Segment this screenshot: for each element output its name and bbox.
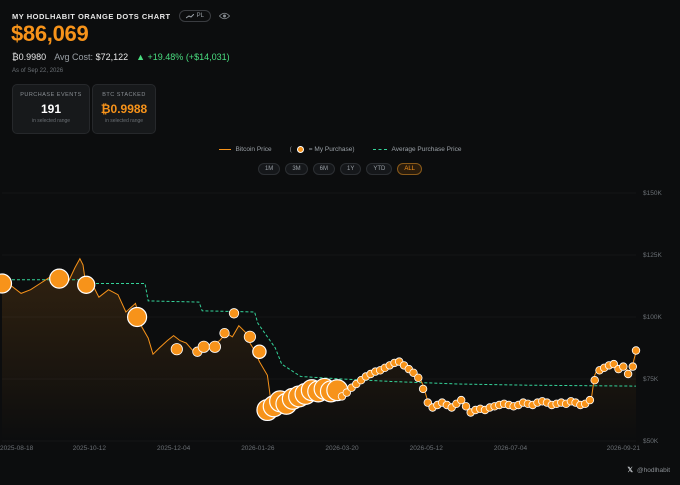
purchase-dot[interactable] (628, 362, 637, 371)
chart-header: MY HODLHABIT ORANGE DOTS CHART PL (12, 10, 230, 22)
purchase-dot[interactable] (631, 346, 641, 355)
x-logo-icon: 𝕏 (627, 467, 634, 474)
purchase-dot[interactable] (243, 330, 256, 343)
legend-my-purchase[interactable]: ( = My Purchase) (290, 146, 355, 153)
as-of-date: As of Sep 22, 2026 (12, 68, 64, 74)
avg-cost-label: Avg Cost: (54, 52, 94, 62)
purchase-dot[interactable] (461, 402, 471, 411)
legend-label: Average Purchase Price (391, 146, 462, 153)
purchase-dot[interactable] (197, 340, 210, 353)
x-tick-label: 2026-07-04 (494, 445, 528, 452)
purchase-dot[interactable] (457, 395, 466, 405)
card-value: ₿0.9988 (100, 102, 148, 116)
purchase-dot[interactable] (590, 376, 599, 385)
y-tick-label: $100K (643, 314, 662, 321)
holding-stats: ₿0.9980 Avg Cost: $72,122 ▲ +19.48% (+$1… (12, 52, 230, 62)
legend-dot-swatch (296, 146, 304, 153)
card-label: PURCHASE EVENTS (20, 92, 82, 98)
x-tick-label: 2026-01-26 (241, 445, 275, 452)
range-ytd-button[interactable]: YTD (366, 163, 393, 175)
x-tick-label: 2025-10-12 (73, 445, 107, 452)
eye-icon[interactable] (218, 12, 230, 20)
legend-paren: ( (289, 146, 292, 153)
purchase-dot[interactable] (0, 273, 13, 294)
legend-bitcoin-price[interactable]: Bitcoin Price (218, 146, 272, 153)
legend-label: Bitcoin Price (235, 146, 272, 153)
y-tick-label: $50K (643, 438, 659, 445)
x-tick-label: 2026-09-21 (607, 445, 641, 452)
price-area (2, 258, 636, 441)
purchase-dot[interactable] (127, 306, 148, 328)
purchase-dot[interactable] (409, 368, 418, 377)
pl-label: PL (196, 13, 204, 19)
profit-change: ▲ +19.48% (+$14,031) (136, 52, 230, 62)
y-tick-label: $75K (643, 376, 659, 383)
purchase-dot[interactable] (252, 344, 267, 359)
purchase-events-card: PURCHASE EVENTS 191 in selected range (12, 84, 90, 134)
purchase-dot[interactable] (49, 268, 70, 289)
avg-cost-value: $72,122 (95, 52, 129, 62)
chart-title: MY HODLHABIT ORANGE DOTS CHART (12, 11, 171, 21)
purchase-dot[interactable] (219, 327, 230, 339)
purchase-dot[interactable] (208, 340, 221, 353)
purchase-dot[interactable] (77, 275, 96, 294)
chart-legend: Bitcoin Price ( = My Purchase) Average P… (0, 146, 680, 153)
purchase-dot[interactable] (619, 362, 628, 371)
legend-average-price[interactable]: Average Purchase Price (372, 146, 462, 153)
legend-label: = My Purchase) (308, 146, 355, 153)
credit: 𝕏 @hodlhabit (627, 466, 670, 475)
y-tick-label: $150K (643, 190, 662, 197)
btc-amount: ₿0.9980 (12, 52, 47, 62)
legend-line-swatch (218, 149, 231, 150)
current-value: $86,069 (11, 21, 89, 46)
x-tick-label: 2026-05-12 (410, 445, 444, 452)
trend-icon (185, 13, 194, 18)
card-value: 191 (40, 102, 62, 116)
range-1y-button[interactable]: 1Y (340, 163, 362, 175)
range-1m-button[interactable]: 1M (257, 163, 281, 175)
purchase-dot[interactable] (418, 384, 428, 394)
range-all-button[interactable]: ALL (397, 163, 423, 175)
btc-stacked-card: BTC STACKED ₿0.9988 in selected range (92, 84, 156, 134)
x-tick-label: 2026-03-20 (325, 445, 359, 452)
range-3m-button[interactable]: 3M (285, 163, 308, 175)
pl-toggle[interactable]: PL (178, 10, 211, 22)
range-6m-button[interactable]: 6M (312, 163, 335, 175)
purchase-dot[interactable] (585, 395, 595, 405)
card-sub: in selected range (31, 118, 71, 124)
purchase-dot[interactable] (228, 308, 240, 319)
credit-handle[interactable]: @hodlhabit (637, 466, 670, 474)
purchase-dot[interactable] (414, 373, 423, 382)
x-tick-label: 2025-08-18 (0, 445, 34, 452)
average-purchase-price-line (2, 279, 637, 387)
x-tick-label: 2025-12-04 (157, 445, 191, 452)
legend-dash-swatch (372, 149, 387, 150)
card-sub: in selected range (104, 118, 144, 124)
card-label: BTC STACKED (102, 92, 146, 98)
y-tick-label: $125K (643, 252, 662, 259)
range-selector: 1M 3M 6M 1Y YTD ALL (0, 163, 680, 175)
purchase-dot[interactable] (623, 369, 633, 379)
purchase-dot[interactable] (170, 343, 183, 356)
